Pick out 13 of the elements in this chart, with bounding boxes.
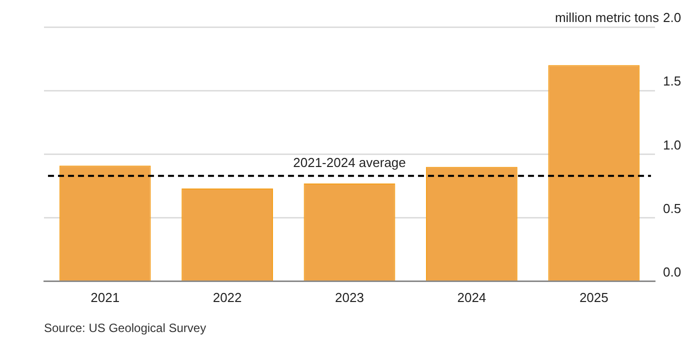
x-tick-label: 2021 [90,290,120,305]
y-tick-label: 2.0 [663,10,682,26]
source-note: Source: US Geological Survey [44,321,208,335]
x-tick-label: 2024 [457,290,486,305]
y-axis-title: million metric tons [554,10,660,26]
x-tick-label: 2022 [212,290,242,305]
x-tick-label: 2025 [579,290,608,305]
y-tick-label: 1.5 [663,74,682,89]
y-tick-label: 1.0 [663,137,682,152]
y-tick-label: 0.0 [663,264,682,280]
y-tick-label: 0.5 [663,200,682,216]
ref-line-label: 2021-2024 average [293,154,406,170]
x-tick-label: 2023 [335,290,364,305]
